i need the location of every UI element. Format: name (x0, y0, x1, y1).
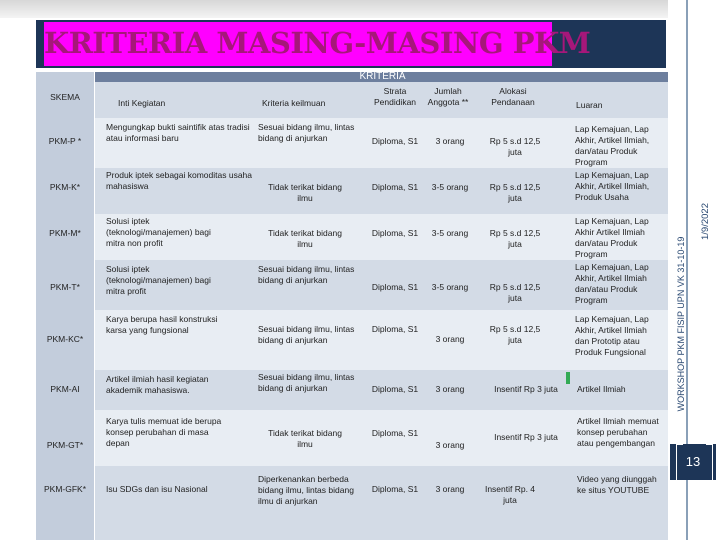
skema-label: PKM-AI (50, 384, 80, 394)
row-band-pkm-ai (95, 370, 670, 410)
luaran-text: Lap Kemajuan, Lap Akhir, Artikel Ilmiah … (575, 314, 649, 357)
header-row-band (95, 82, 670, 118)
jumlah-text: 3-5 orang (431, 228, 469, 238)
strata-text: Diploma, S1 (371, 182, 419, 192)
row-band-pkm-gfk (95, 466, 670, 540)
alokasi-text: Rp 5 s.d 12,5 juta (489, 228, 541, 249)
jumlah-text: 3-5 orang (431, 182, 469, 192)
title-highlight (44, 22, 552, 66)
inti-kegiatan-text: Mengungkap bukti saintifik atas tradisi … (106, 122, 250, 143)
luaran-text: Lap Kemajuan, Lap Akhir Artikel Ilmiah d… (575, 216, 649, 259)
header-kriteria-keilmuan: Kriteria keilmuan (262, 98, 326, 108)
kriteria-header: KRITERIA (95, 72, 670, 82)
row-band-pkm-t (95, 260, 670, 310)
bracket-left-icon (676, 444, 683, 482)
kriteria-keilmuan-text: Tidak terikat bidang ilmu (268, 428, 342, 449)
jumlah-text: 3 orang (435, 384, 465, 394)
inti-kegiatan-text: Karya tulis memuat ide berupa konsep per… (106, 416, 222, 448)
kriteria-keilmuan-text: Tidak terikat bidang ilmu (268, 228, 342, 249)
luaran-text: Lap Kemajuan, Lap Akhir, Artikel Ilmiah,… (575, 170, 650, 202)
row-band-pkm-k (95, 168, 670, 214)
kriteria-keilmuan-text: Sesuai bidang ilmu, lintas bidang di anj… (258, 372, 355, 393)
rail-divider (686, 0, 688, 540)
skema-label: PKM-M* (49, 228, 81, 238)
header-inti-kegiatan: Inti Kegiatan (118, 98, 166, 108)
jumlah-text: 3-5 orang (431, 282, 469, 292)
strata-text: Diploma, S1 (371, 384, 419, 394)
alokasi-text: Rp 5 s.d 12,5 juta (489, 282, 541, 303)
header-skema: SKEMA (50, 92, 80, 102)
jumlah-text: 3 orang (435, 484, 465, 494)
skema-label: PKM-KC* (46, 334, 84, 344)
luaran-text: Artikel Ilmiah (577, 384, 626, 394)
kriteria-keilmuan-text: Tidak terikat bidang ilmu (268, 182, 342, 203)
alokasi-text: Rp 5 s.d 12,5 juta (489, 324, 541, 345)
header-jumlah: Jumlah Anggota ** (427, 86, 469, 107)
page-number: 13 (670, 444, 716, 480)
row-band-pkm-m (95, 214, 670, 260)
skema-label: PKM-K* (49, 182, 81, 192)
inti-kegiatan-text: Solusi iptek (teknologi/manajemen) bagi … (106, 264, 211, 296)
alokasi-text: Rp 5 s.d 12,5 juta (489, 136, 541, 157)
kriteria-keilmuan-text: Diperkenankan berbeda bidang ilmu, linta… (258, 474, 354, 506)
luaran-text: Lap Kemajuan, Lap Akhir, Artikel Ilmiah,… (575, 124, 650, 167)
kriteria-keilmuan-text: Sesuai bidang ilmu, lintas bidang di anj… (258, 264, 355, 285)
side-footer: WORKSHOP PKM FISIP UPN VK 31-10-19 (676, 236, 686, 412)
strata-text: Diploma, S1 (371, 324, 419, 334)
skema-label: PKM-GT* (46, 440, 84, 450)
row-band-pkm-p (95, 118, 670, 168)
strata-text: Diploma, S1 (371, 484, 419, 494)
header-luaran: Luaran (576, 100, 603, 110)
row-band-pkm-kc (95, 310, 670, 370)
strata-text: Diploma, S1 (371, 136, 419, 146)
top-band (0, 0, 668, 18)
skema-label: PKM-GFK* (43, 484, 87, 494)
luaran-text: Video yang diunggah ke situs YOUTUBE (577, 474, 657, 495)
alokasi-text: Insentif Rp 3 juta (494, 432, 558, 442)
luaran-text: Lap Kemajuan, Lap Akhir, Artikel Ilmiah … (575, 262, 649, 305)
header-strata: Strata Pendidikan (373, 86, 417, 107)
row-band-pkm-gt (95, 410, 670, 466)
skema-label: PKM-P * (48, 136, 82, 146)
kriteria-keilmuan-text: Sesuai bidang ilmu, lintas bidang di anj… (258, 122, 355, 143)
inti-kegiatan-text: Artikel ilmiah hasil kegiatan akademik m… (106, 374, 209, 395)
skema-label: PKM-T* (50, 282, 80, 292)
inti-kegiatan-text: Produk iptek sebagai komoditas usaha mah… (106, 170, 253, 191)
inti-kegiatan-text: Karya berupa hasil konstruksi karsa yang… (106, 314, 218, 335)
side-date: 1/9/2022 (700, 203, 711, 240)
alokasi-text: Insentif Rp. 4 juta (484, 484, 536, 505)
header-alokasi: Alokasi Pendanaan (491, 86, 535, 107)
strata-text: Diploma, S1 (371, 228, 419, 238)
alokasi-text: Rp 5 s.d 12,5 juta (489, 182, 541, 203)
inti-kegiatan-text: Solusi iptek (teknologi/manajemen) bagi … (106, 216, 211, 248)
strata-text: Diploma, S1 (371, 428, 419, 438)
skema-column (36, 72, 94, 540)
inti-kegiatan-text: Isu SDGs dan isu Nasional (106, 484, 208, 494)
strata-text: Diploma, S1 (371, 282, 419, 292)
jumlah-text: 3 orang (435, 440, 465, 450)
green-marker (566, 372, 570, 384)
luaran-text: Artikel Ilmiah memuat konsep perubahan a… (577, 416, 659, 448)
jumlah-text: 3 orang (435, 136, 465, 146)
kriteria-keilmuan-text: Sesuai bidang ilmu, lintas bidang di anj… (258, 324, 355, 345)
bracket-right-icon (706, 444, 713, 482)
alokasi-text: Insentif Rp 3 juta (494, 384, 558, 394)
jumlah-text: 3 orang (435, 334, 465, 344)
slide-title: KRITERIA MASING-MASING PKM (44, 26, 591, 60)
